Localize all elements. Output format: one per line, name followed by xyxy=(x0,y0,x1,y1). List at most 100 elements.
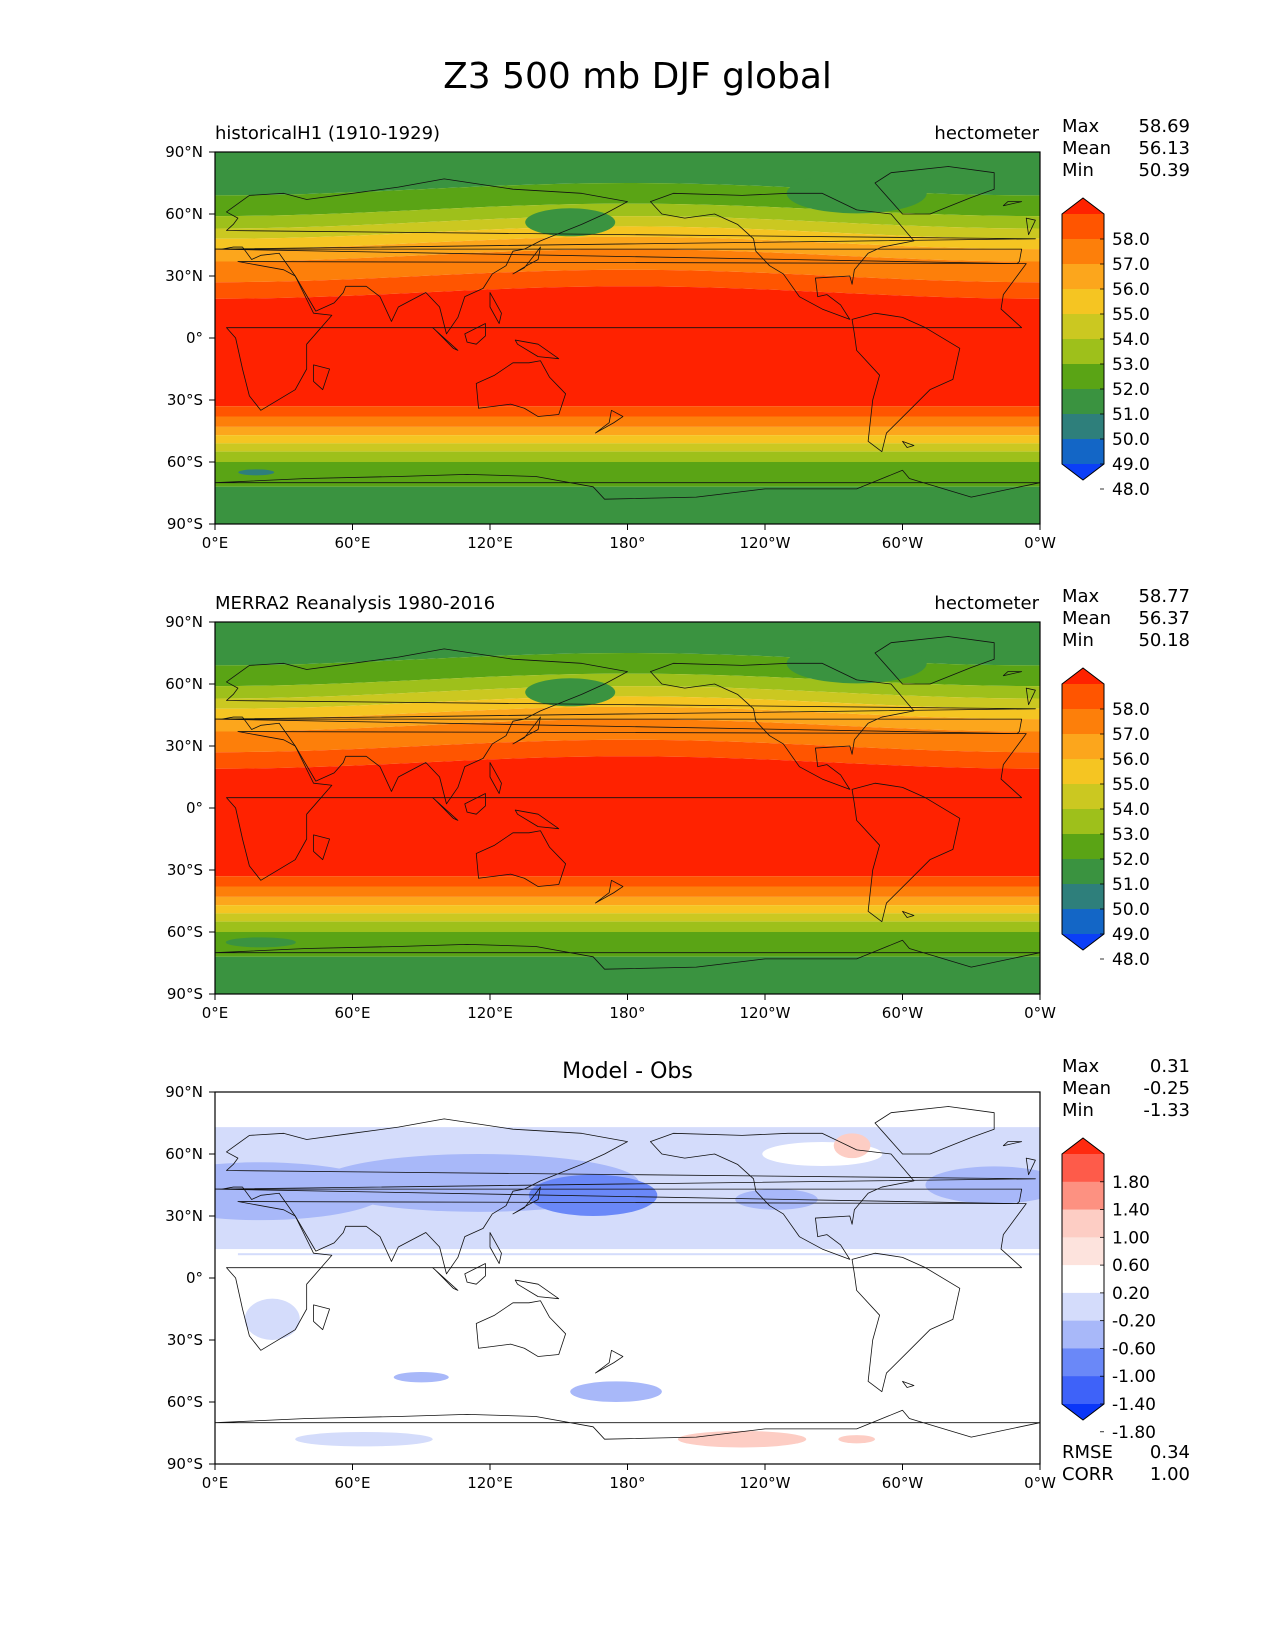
coastline xyxy=(512,1186,541,1215)
colorbar-segment xyxy=(1062,1209,1104,1238)
colorbar-label: 50.0 xyxy=(1112,430,1150,450)
lat-tick-label: 0° xyxy=(186,329,203,347)
colorbar-label: 54.0 xyxy=(1112,800,1150,820)
colorbar-segment xyxy=(1062,1376,1104,1405)
colorbar-label: -0.60 xyxy=(1112,1339,1156,1359)
colorbar-segment xyxy=(1062,884,1104,910)
stat-label: Min xyxy=(1062,160,1094,181)
colorbar-label: -1.00 xyxy=(1112,1367,1156,1387)
stat-value: 56.13 xyxy=(1138,138,1190,159)
colorbar-label: 55.0 xyxy=(1112,775,1150,795)
lat-tick-label: 30°S xyxy=(167,391,203,409)
coastline xyxy=(226,731,1027,881)
colorbar-segment xyxy=(1062,439,1104,465)
lat-tick-label: 30°N xyxy=(165,267,203,285)
lon-tick-label: 120°W xyxy=(740,1004,791,1020)
contour-band xyxy=(215,913,1040,922)
colorbar: 58.0 57.0 56.0 55.0 54.0 53.0 52.0 51.0 50.0 49.0… xyxy=(1061,197,1150,500)
colorbar-segment xyxy=(1062,1348,1104,1377)
anomaly-patch xyxy=(925,1166,1040,1204)
stat-label: Min xyxy=(1062,1100,1094,1121)
lon-tick-label: 0°E xyxy=(202,534,229,550)
lon-tick-label: 60°E xyxy=(334,1004,370,1020)
stat-value: 56.37 xyxy=(1138,608,1190,629)
colorbar-segment xyxy=(1062,734,1104,760)
colorbar-label: 51.0 xyxy=(1112,875,1150,895)
lon-tick-label: 120°E xyxy=(467,1474,513,1490)
lat-tick-label: 90°N xyxy=(165,613,203,631)
colorbar-label: -1.80 xyxy=(1112,1423,1156,1443)
colorbar-label: 52.0 xyxy=(1112,850,1150,870)
stats-block: Max 58.77 Mean 56.37 Min 50.18 xyxy=(1062,586,1190,652)
stat-value: -1.33 xyxy=(1143,1100,1190,1121)
coastline xyxy=(475,360,567,417)
coastline xyxy=(1025,687,1036,706)
contour-band xyxy=(215,719,1040,753)
coastline xyxy=(464,1263,486,1285)
lon-tick-label: 180° xyxy=(609,1474,645,1490)
lat-tick-label: 60°S xyxy=(167,1393,203,1411)
stat-label: Min xyxy=(1062,630,1094,651)
coastline xyxy=(489,1232,502,1264)
coastline xyxy=(874,1106,995,1155)
colorbar-extend-bottom xyxy=(1062,934,1104,950)
contour-low xyxy=(238,469,275,476)
map-panel-difference: 90°N 60°N 30°N 0° 30°S 60°S 90°S0°E 60°E 120°E 18… xyxy=(165,1083,1156,1490)
colorbar-segment xyxy=(1062,1237,1104,1266)
contour-band xyxy=(215,226,1040,250)
lon-tick-label: 180° xyxy=(609,534,645,550)
contour-band xyxy=(215,886,1040,897)
colorbar-label: 49.0 xyxy=(1112,925,1150,945)
coastline xyxy=(851,312,961,453)
coastline xyxy=(1002,201,1023,207)
contour-band xyxy=(215,443,1040,452)
coastline xyxy=(1002,671,1023,677)
stat-label: Max xyxy=(1062,116,1100,137)
contour-band xyxy=(215,932,1040,957)
colorbar-segment xyxy=(1062,759,1104,785)
contour-band xyxy=(215,426,1040,436)
anomaly-patch xyxy=(833,1133,871,1159)
figure-title: Z3 500 mb DJF global xyxy=(443,56,832,97)
colorbar-extend-top xyxy=(1062,1138,1104,1154)
coastline xyxy=(874,166,995,215)
panel-test: historicalH1 (1910-1929) hectometer Max 5… xyxy=(0,110,1275,550)
coastline xyxy=(650,662,915,790)
coastline xyxy=(313,834,330,861)
colorbar-label: 0.20 xyxy=(1112,1284,1150,1304)
lon-tick-label: 120°E xyxy=(467,1004,513,1020)
coastline xyxy=(432,797,459,821)
lat-tick-label: 0° xyxy=(186,799,203,817)
coastline xyxy=(512,246,541,275)
lat-tick-label: 30°S xyxy=(167,861,203,879)
contour-band xyxy=(215,921,1040,932)
colorbar-label: -1.40 xyxy=(1112,1395,1156,1415)
coastline xyxy=(215,718,1023,735)
coastline xyxy=(215,469,1040,500)
coastline xyxy=(215,248,1023,265)
colorbar-extend-top xyxy=(1062,198,1104,214)
colorbar-segment xyxy=(1062,264,1104,290)
lat-tick-label: 60°S xyxy=(167,923,203,941)
colorbar-segment xyxy=(1062,859,1104,885)
coastline xyxy=(595,879,624,904)
colorbar-label: 56.0 xyxy=(1112,280,1150,300)
colorbar-label: 48.0 xyxy=(1112,480,1150,500)
lat-tick-label: 60°N xyxy=(165,675,203,693)
colorbar-label: 52.0 xyxy=(1112,380,1150,400)
stat-label: Max xyxy=(1062,1056,1100,1077)
anomaly-patch xyxy=(244,1298,300,1340)
lat-tick-label: 30°N xyxy=(165,1207,203,1225)
colorbar-segment xyxy=(1062,709,1104,735)
contour-band xyxy=(215,435,1040,444)
lat-tick-label: 60°N xyxy=(165,1145,203,1163)
lon-tick-label: 120°W xyxy=(740,534,791,550)
panel-units: hectometer xyxy=(934,123,1039,144)
coastline xyxy=(851,1252,961,1393)
colorbar-segment xyxy=(1062,389,1104,415)
anomaly-patch xyxy=(838,1435,876,1444)
colorbar-segment xyxy=(1062,809,1104,835)
coastline xyxy=(1025,217,1036,236)
colorbar-segment xyxy=(1062,314,1104,340)
lon-tick-label: 180° xyxy=(609,1004,645,1020)
